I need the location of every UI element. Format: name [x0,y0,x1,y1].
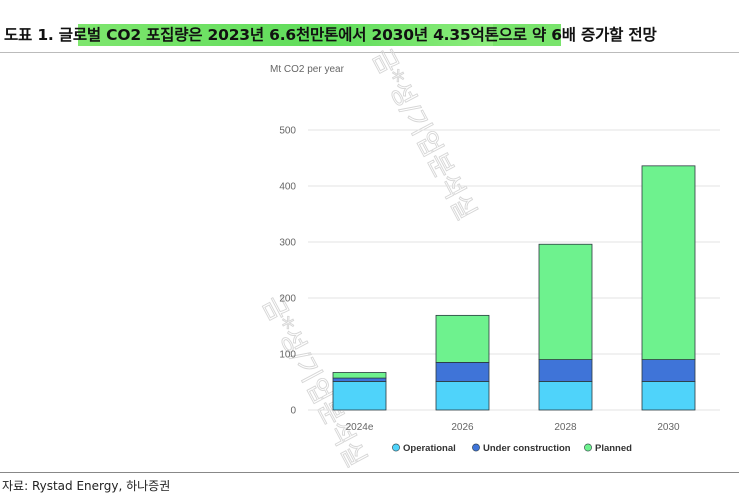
title-highlight-left [78,24,493,46]
title-highlight-right [493,24,561,46]
x-tick-label: 2026 [451,422,474,433]
legend-label: Operational [403,443,456,454]
legend-label: Planned [595,443,632,454]
bar-under-construction [332,377,387,382]
legend-marker [472,443,480,452]
y-axis: 0 100 200 300 400 500 [279,126,296,417]
y-tick-label: 300 [279,238,296,249]
bar-operational [538,381,593,411]
x-tick-label: 2028 [554,422,577,433]
page-title: 도표 1. 글로벌 CO2 포집량은 2023년 6.6천만톤에서 2030년 … [4,26,657,44]
bar-operational [332,381,387,411]
y-tick-label: 0 [290,406,296,417]
bar-under-construction [641,359,696,382]
bar-under-construction [538,359,593,382]
bar-under-construction [435,361,490,382]
unit-label: Mt CO2 per year [270,64,345,75]
bars [332,165,696,411]
bar-operational [435,381,490,411]
legend-label: Under construction [483,443,571,454]
legend-marker [584,443,592,452]
bar-planned [538,243,593,361]
bar-planned [332,372,387,379]
title-divider [0,52,739,53]
x-axis: 2024e 2026 2028 2030 [346,422,680,433]
watermark-text: 금*성/기업분석실 [366,44,481,225]
x-tick-label: 2030 [657,422,680,433]
source-note: 자료: Rystad Energy, 하나증권 [2,479,171,493]
y-tick-label: 100 [279,350,296,361]
bar-planned [641,165,696,360]
y-tick-label: 500 [279,126,296,137]
legend-marker [392,443,400,452]
y-tick-label: 400 [279,182,296,193]
legend: Operational Under construction Planned [392,443,632,454]
y-tick-label: 200 [279,294,296,305]
footer-divider [0,472,739,473]
bar-operational [641,381,696,411]
x-tick-label: 2024e [346,422,374,433]
bar-planned [435,314,490,363]
